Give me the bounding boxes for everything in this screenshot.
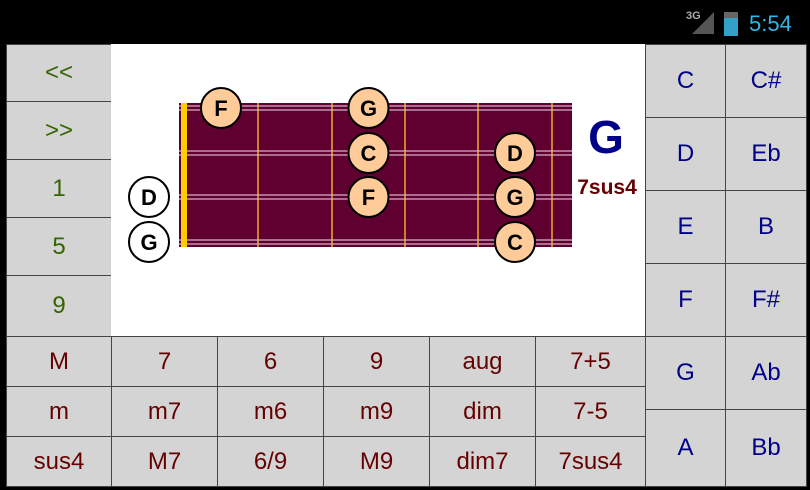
- chord-type-button[interactable]: m9: [323, 386, 430, 437]
- root-button[interactable]: A: [645, 409, 726, 487]
- root-button[interactable]: Eb: [725, 117, 807, 191]
- note-marker: [128, 176, 170, 218]
- note-label: F: [362, 185, 375, 210]
- chord-type-button[interactable]: sus4: [6, 436, 112, 487]
- note-marker: [347, 132, 390, 174]
- root-button[interactable]: F#: [725, 263, 807, 337]
- note-marker: [494, 132, 536, 174]
- note-marker: [200, 87, 242, 129]
- note-marker: [494, 221, 536, 263]
- chord-type: 7sus4: [577, 176, 637, 199]
- signal-icon: [692, 12, 714, 34]
- root-button[interactable]: E: [645, 190, 726, 264]
- chord-type-button[interactable]: 7sus4: [535, 436, 646, 487]
- chord-type-button[interactable]: 7: [111, 336, 218, 387]
- chord-type-button[interactable]: 6/9: [217, 436, 324, 487]
- note-label: G: [140, 230, 157, 255]
- nav-button-3[interactable]: 5: [6, 217, 112, 276]
- status-bar: 3G 5:54: [0, 0, 810, 44]
- note-marker: [347, 87, 390, 129]
- chord-type-button[interactable]: M7: [111, 436, 218, 487]
- chord-type-button[interactable]: dim7: [429, 436, 536, 487]
- root-button[interactable]: C: [645, 44, 726, 118]
- nav-button-4[interactable]: 9: [6, 275, 112, 337]
- note-label: G: [360, 96, 377, 121]
- nav-button-2[interactable]: 1: [6, 159, 112, 218]
- note-label: D: [141, 185, 157, 210]
- chord-type-button[interactable]: 9: [323, 336, 430, 387]
- note-marker: [128, 221, 170, 263]
- note-label: C: [507, 230, 523, 255]
- chord-type-button[interactable]: M: [6, 336, 112, 387]
- root-button[interactable]: B: [725, 190, 807, 264]
- nav-button-1[interactable]: >>: [6, 101, 112, 160]
- chord-type-button[interactable]: 7+5: [535, 336, 646, 387]
- note-label: F: [214, 96, 227, 121]
- root-button[interactable]: G: [645, 336, 726, 410]
- note-label: C: [361, 141, 377, 166]
- nut: [181, 103, 187, 247]
- chord-type-button[interactable]: 7-5: [535, 386, 646, 437]
- note-marker: [347, 176, 390, 218]
- root-button[interactable]: Bb: [725, 409, 807, 487]
- chord-type-button[interactable]: m7: [111, 386, 218, 437]
- root-button[interactable]: F: [645, 263, 726, 337]
- chord-type-button[interactable]: 6: [217, 336, 324, 387]
- clock: 5:54: [749, 11, 792, 36]
- note-label: D: [507, 141, 523, 166]
- chord-type-button[interactable]: m6: [217, 386, 324, 437]
- root-button[interactable]: Ab: [725, 336, 807, 410]
- chord-type-button[interactable]: m: [6, 386, 112, 437]
- root-button[interactable]: C#: [725, 44, 807, 118]
- chord-type-button[interactable]: dim: [429, 386, 536, 437]
- note-marker: [494, 176, 536, 218]
- root-button[interactable]: D: [645, 117, 726, 191]
- chord-root: G: [588, 111, 624, 163]
- note-label: G: [506, 185, 523, 210]
- chord-type-button[interactable]: aug: [429, 336, 536, 387]
- battery-charging-icon: [724, 12, 738, 36]
- nav-button-0[interactable]: <<: [6, 44, 112, 102]
- chord-type-button[interactable]: M9: [323, 436, 430, 487]
